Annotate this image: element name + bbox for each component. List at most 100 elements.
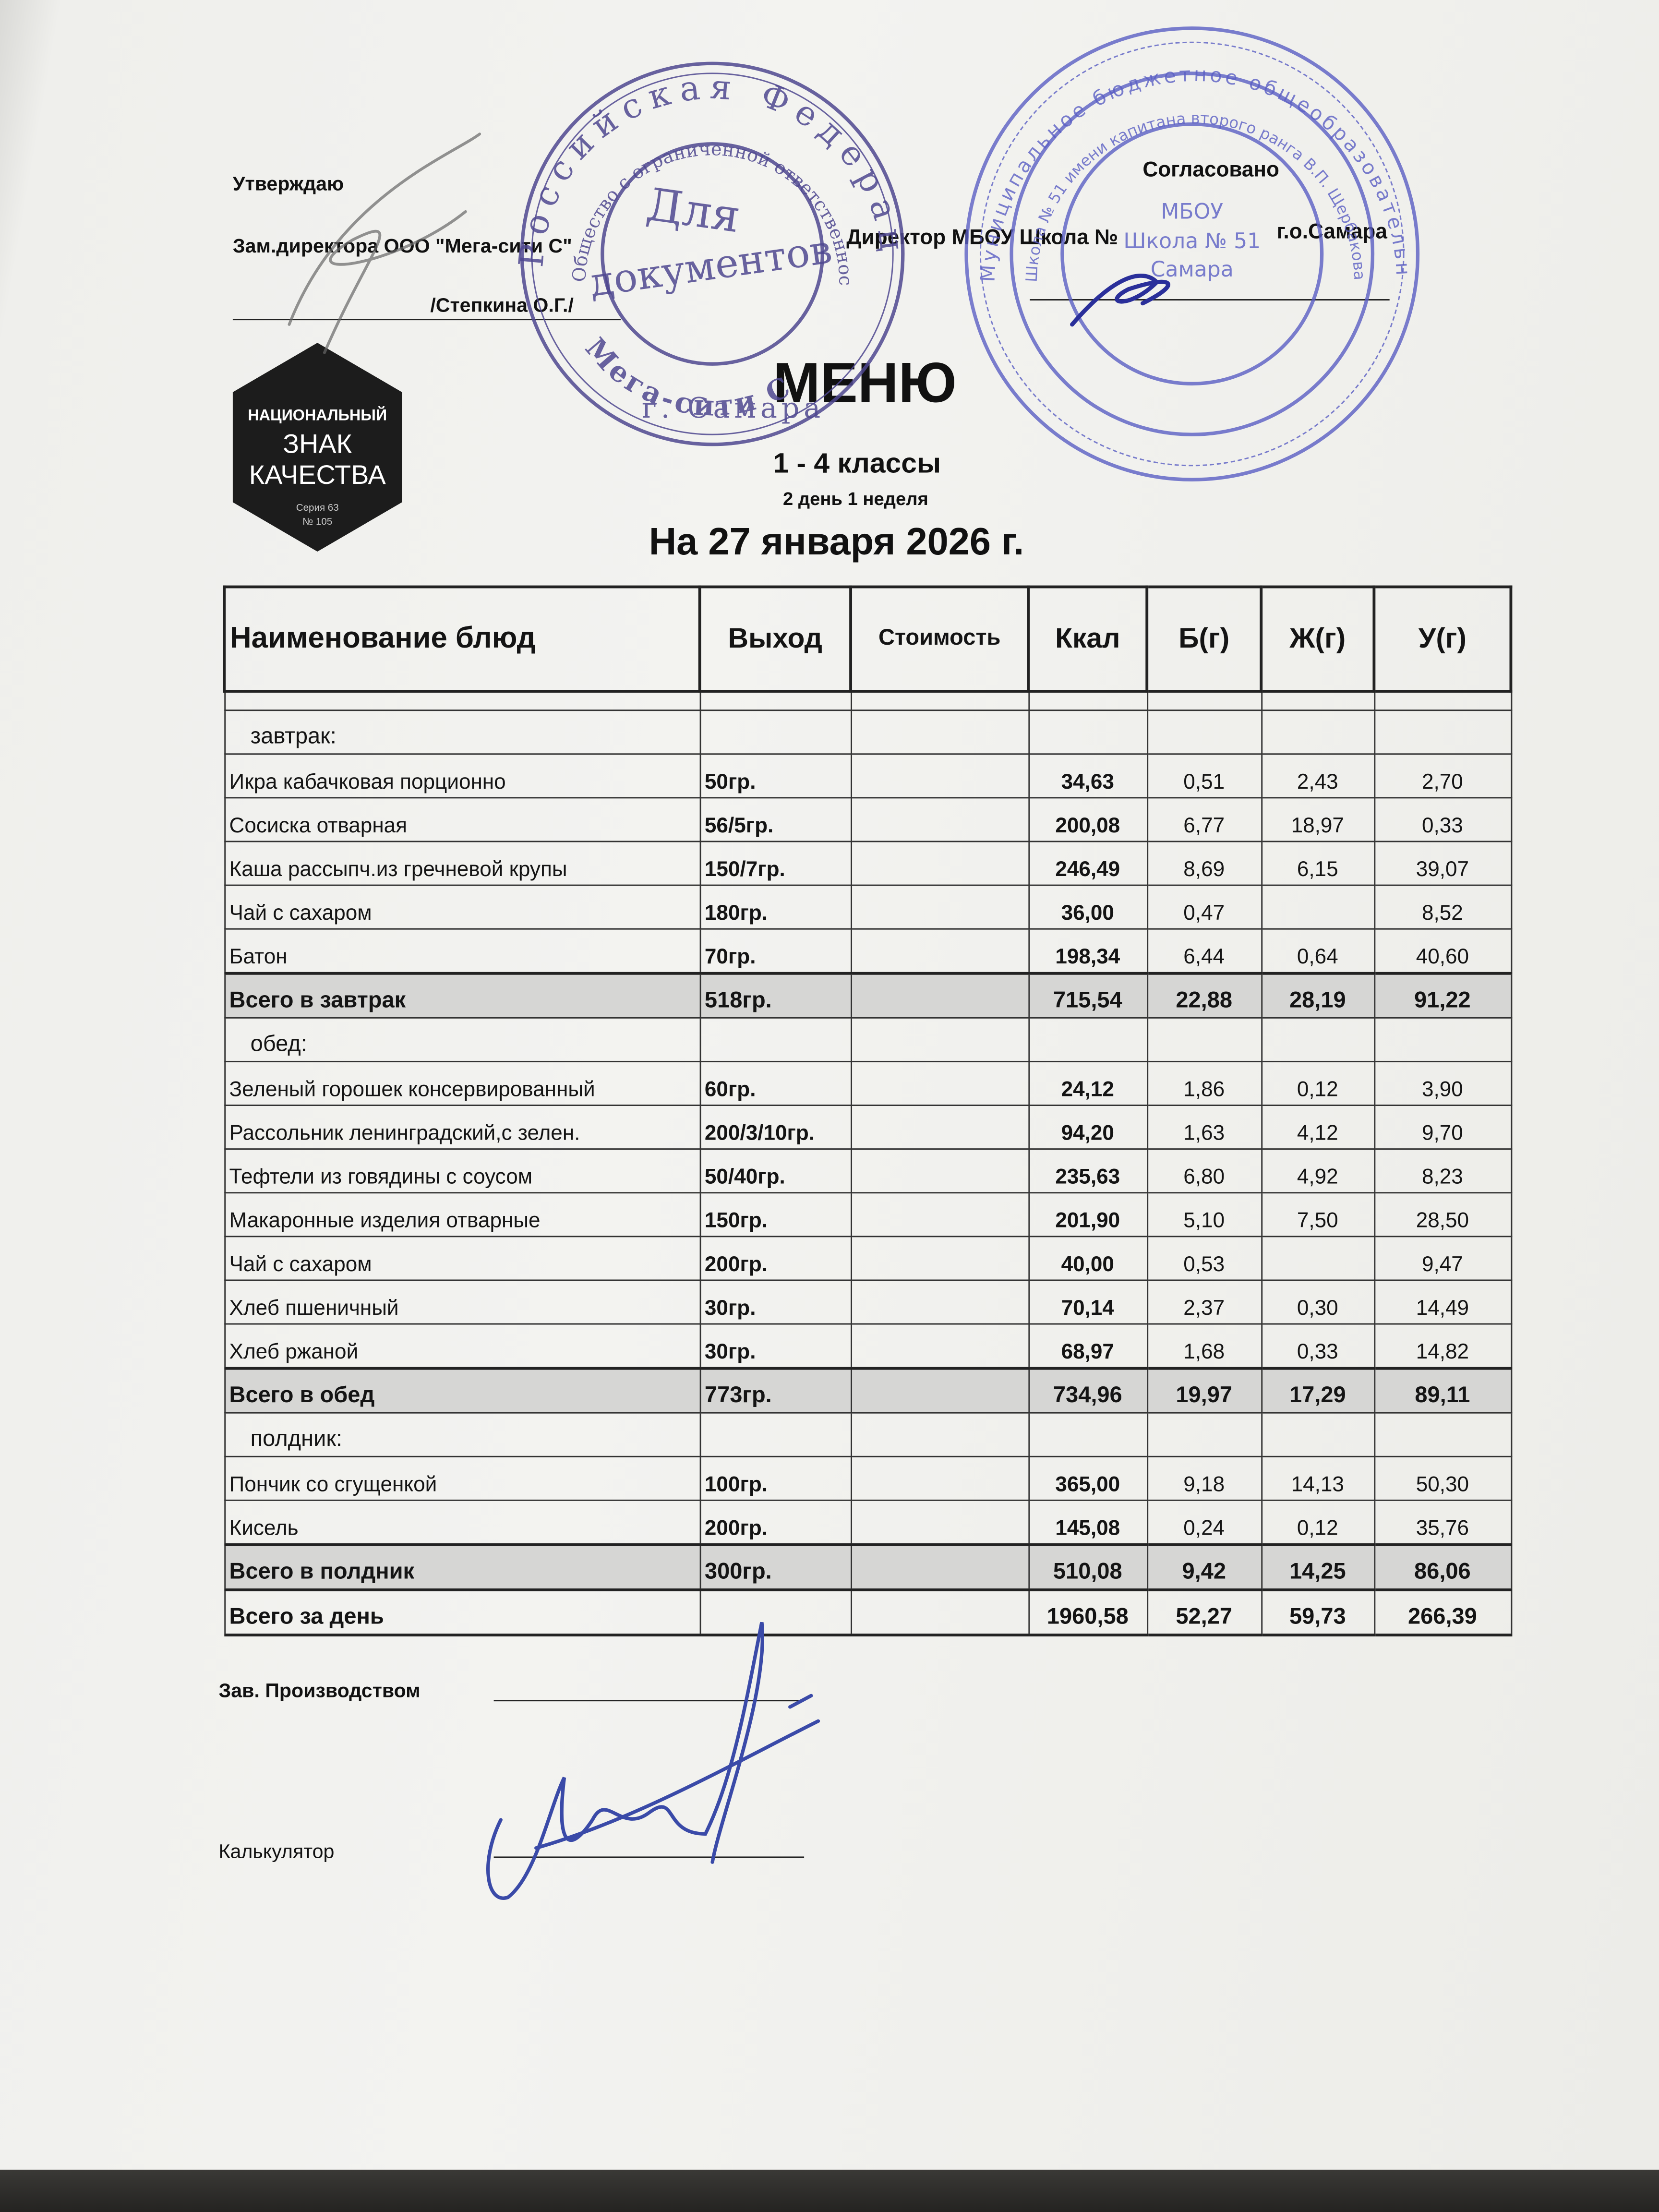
signature-line	[493, 1700, 805, 1702]
table-cell: 14,25	[1260, 1543, 1375, 1591]
table-cell	[850, 972, 1029, 1019]
title: МЕНЮ	[773, 352, 957, 415]
table-cell: 518гр.	[699, 972, 852, 1019]
table-cell: полдник:	[223, 1412, 701, 1457]
table-cell: 6,80	[1146, 1148, 1262, 1194]
table-cell: 6,77	[1146, 797, 1262, 842]
table-cell: Всего в полдник	[223, 1543, 701, 1591]
table-cell: 28,19	[1260, 972, 1375, 1019]
table-row: Хлеб пшеничный 30гр. 70,14 2,37 0,30 14,49	[223, 1279, 1512, 1325]
table-cell: завтрак:	[223, 709, 701, 755]
stamp-text: Муниципальное бюджетное общеобразователь…	[0, 0, 1412, 282]
table-cell: 201,90	[1027, 1192, 1148, 1238]
table-cell	[850, 1236, 1029, 1281]
table-cell: 0,64	[1260, 928, 1375, 974]
stamp-right	[964, 26, 1420, 481]
table-cell: 4,92	[1260, 1148, 1375, 1194]
table-cell	[850, 884, 1029, 930]
table-cell: 200/3/10гр.	[699, 1105, 852, 1150]
table-cell: 1,63	[1146, 1105, 1262, 1150]
total-row: Всего за день 1960,58 52,27 59,73 266,39	[223, 1588, 1512, 1636]
logo-text: Серия 63	[296, 502, 339, 513]
stamp-text: Школа № 51 имени капитана второго ранга …	[1022, 109, 1369, 282]
table-cell: 89,11	[1373, 1367, 1512, 1414]
table-cell	[850, 841, 1029, 886]
table-cell: Зеленый горошек консервированный	[223, 1060, 701, 1106]
table-cell: 9,70	[1373, 1105, 1512, 1150]
column-header: Ж(г)	[1260, 585, 1376, 693]
table-cell: Чай с сахаром	[223, 1236, 701, 1281]
table-cell: 5,10	[1146, 1192, 1262, 1238]
table-cell: Пончик со сгущенкой	[223, 1455, 701, 1501]
table-cell: 8,69	[1146, 841, 1262, 886]
table-cell: 1960,58	[1027, 1588, 1148, 1636]
table-cell	[850, 928, 1029, 974]
table-cell: 6,44	[1146, 928, 1262, 974]
table-cell	[1027, 1412, 1148, 1457]
calculator: Калькулятор	[218, 1839, 335, 1863]
table-cell	[1260, 1017, 1375, 1062]
table-cell: 34,63	[1027, 753, 1148, 799]
grades: 1 - 4 классы	[773, 448, 941, 480]
table-row: Зеленый горошек консервированный 60гр. 24,…	[223, 1060, 1512, 1106]
table-cell: 14,82	[1373, 1323, 1512, 1370]
table-cell: 235,63	[1027, 1148, 1148, 1194]
table-cell	[850, 1105, 1029, 1150]
table-cell: 0,53	[1146, 1236, 1262, 1281]
column-header: Наименование блюд	[223, 585, 701, 693]
table-cell: 0,12	[1260, 1060, 1375, 1106]
table-cell: 39,07	[1373, 841, 1512, 886]
table-cell: 91,22	[1373, 972, 1512, 1019]
table-cell: 8,23	[1373, 1148, 1512, 1194]
table-cell: Хлеб ржаной	[223, 1323, 701, 1370]
table-cell: 6,15	[1260, 841, 1375, 886]
table-cell	[1146, 1017, 1262, 1062]
table-cell: 1,86	[1146, 1060, 1262, 1106]
table-cell: 200гр.	[699, 1236, 852, 1281]
table-cell: 200гр.	[699, 1499, 852, 1546]
table-cell	[1027, 1017, 1148, 1062]
table-cell	[699, 709, 852, 755]
table-cell: 14,13	[1260, 1455, 1375, 1501]
table-cell	[1027, 709, 1148, 755]
table-cell	[1260, 884, 1375, 930]
approve: Утверждаю	[232, 172, 344, 195]
table-cell	[1146, 709, 1262, 755]
column-header: Стоимость	[849, 585, 1030, 693]
table-cell	[850, 1367, 1029, 1414]
approve-name: /Степкина О.Г./	[430, 293, 574, 316]
table-cell: Макаронные изделия отварные	[223, 1192, 701, 1238]
logo-text: НАЦИОНАЛЬНЫЙ	[248, 406, 387, 424]
logo-text: КАЧЕСТВА	[249, 459, 386, 490]
table-cell: 100гр.	[699, 1455, 852, 1501]
stamp-text: Школа № 51 имени капитана второго ранга …	[1022, 109, 1369, 282]
table-cell: Сосиска отварная	[223, 797, 701, 842]
table-cell: 22,88	[1146, 972, 1262, 1019]
agree-position: Директор МБОУ Школа №	[846, 226, 1118, 250]
table-cell	[850, 1588, 1029, 1636]
table-cell: Всего в обед	[223, 1367, 701, 1414]
table-cell: 24,12	[1027, 1060, 1148, 1106]
table-cell: 52,27	[1146, 1588, 1262, 1636]
stamp-text: Муниципальное бюджетное общеобразователь…	[0, 0, 1415, 282]
table-row: Кисель 200гр. 145,08 0,24 0,12 35,76	[223, 1499, 1512, 1546]
table-cell: 734,96	[1027, 1367, 1148, 1414]
stamp-text: Российская Федерация	[0, 0, 905, 269]
table-cell: 8,52	[1373, 884, 1512, 930]
table-cell: 40,60	[1373, 928, 1512, 974]
table-row: Макаронные изделия отварные 150гр. 201,90 5…	[223, 1192, 1512, 1238]
table-cell: 510,08	[1027, 1543, 1148, 1591]
table-cell	[850, 1192, 1029, 1238]
table-cell	[850, 797, 1029, 842]
table-cell: 35,76	[1373, 1499, 1512, 1546]
table-cell: 246,49	[1027, 841, 1148, 886]
table-cell: 2,70	[1373, 753, 1512, 799]
table-cell: 9,18	[1146, 1455, 1262, 1501]
table-cell: Хлеб пшеничный	[223, 1279, 701, 1325]
table-row: Рассольник ленинградский,с зелен. 200/3/1…	[223, 1105, 1512, 1150]
logo-text: № 105	[302, 516, 332, 527]
table-cell: 30гр.	[699, 1323, 852, 1370]
table-row: Икра кабачковая порционно 50гр. 34,63 0,51 2…	[223, 753, 1512, 799]
